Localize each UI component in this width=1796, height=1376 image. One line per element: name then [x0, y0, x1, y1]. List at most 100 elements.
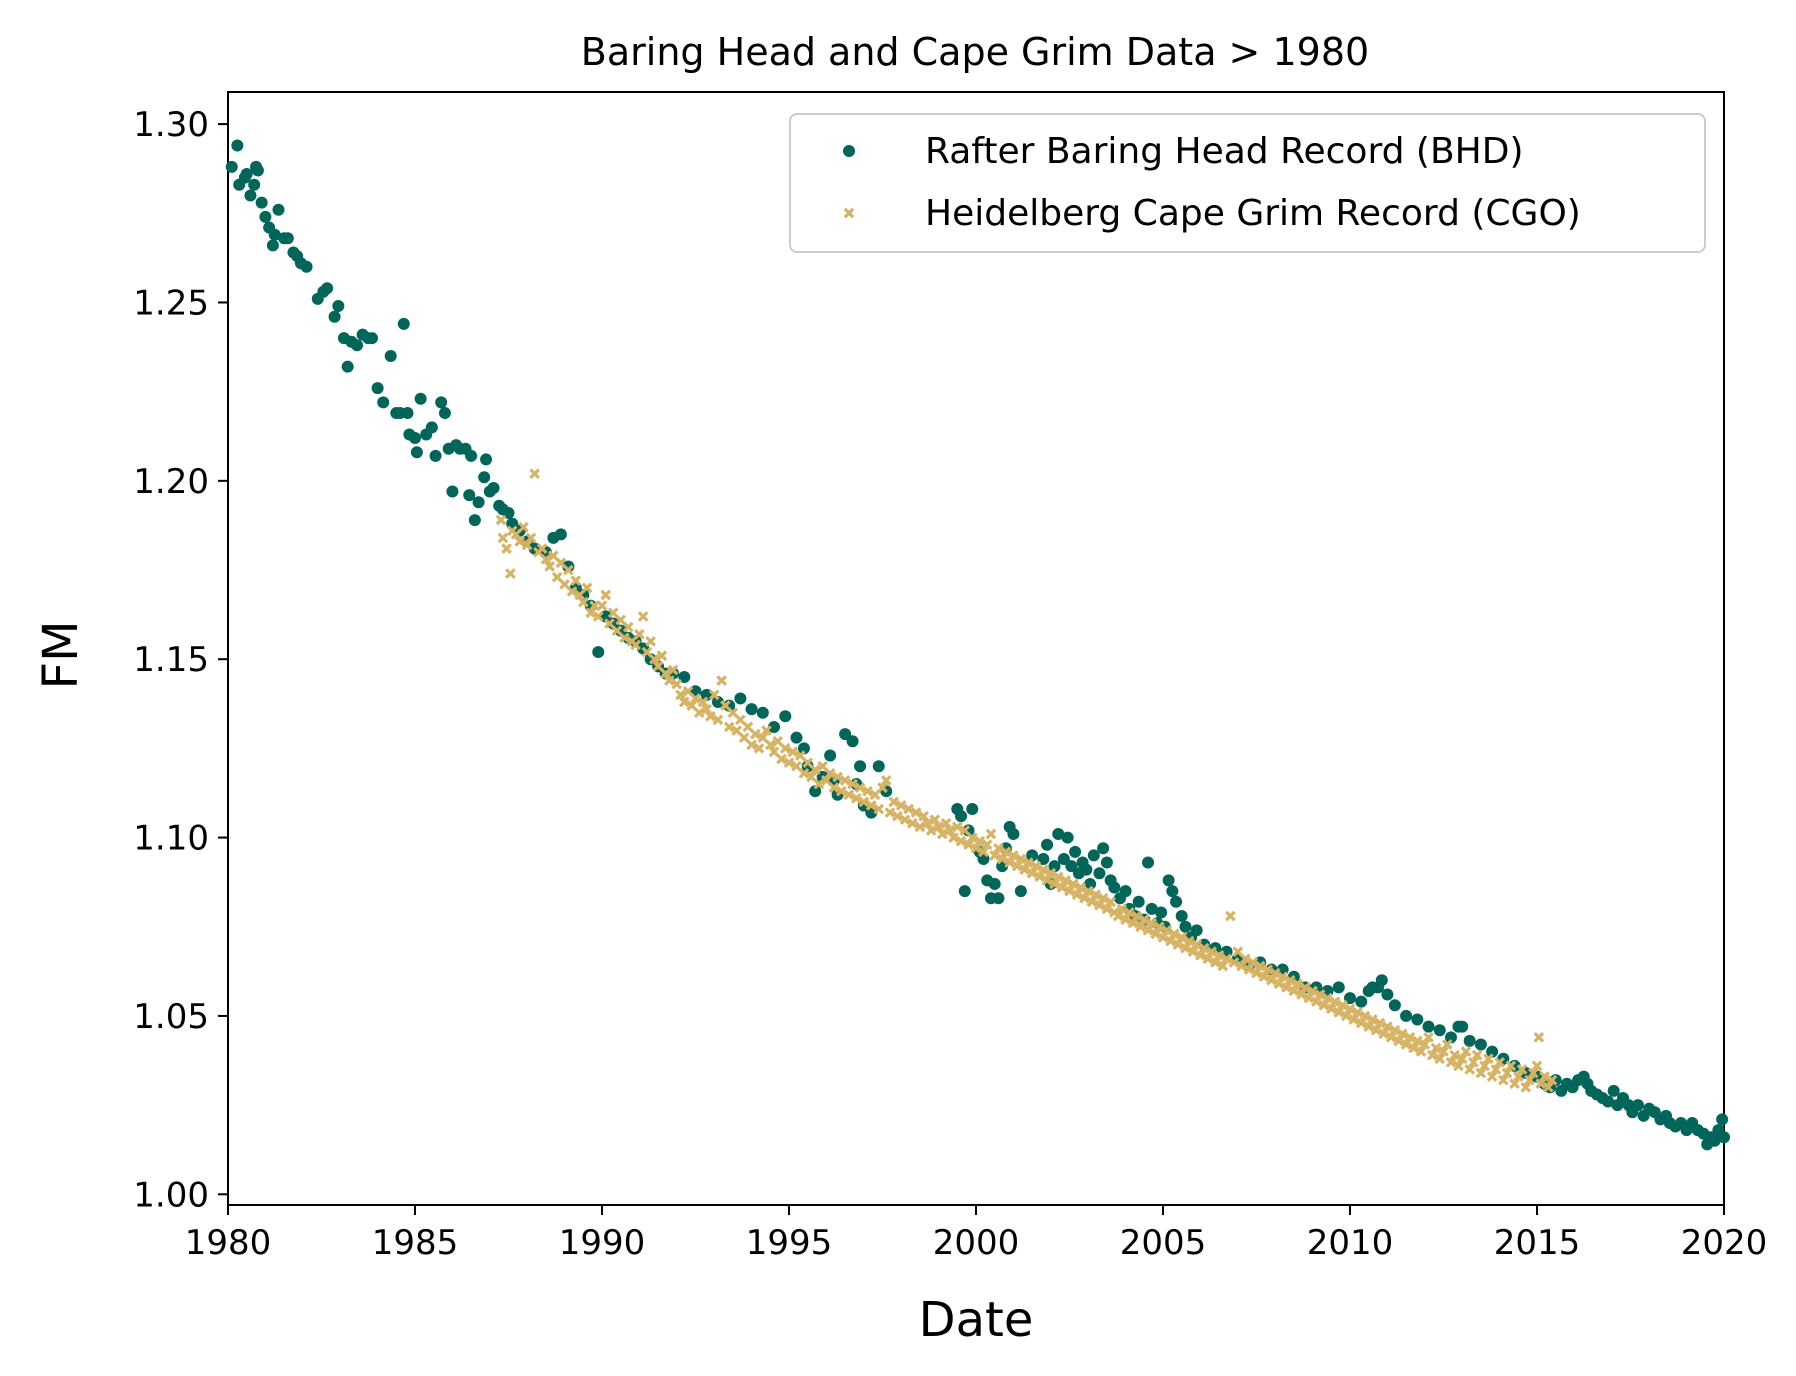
data-point	[738, 732, 750, 744]
data-point	[660, 668, 671, 679]
data-point	[839, 728, 852, 741]
data-point	[607, 607, 619, 619]
data-point	[551, 571, 563, 583]
data-point	[641, 646, 653, 658]
data-point	[723, 721, 735, 733]
data-point	[1195, 949, 1206, 961]
data-point	[1344, 1003, 1356, 1015]
data-point	[1716, 1113, 1729, 1126]
data-point	[1359, 1010, 1371, 1022]
data-point	[1145, 902, 1158, 915]
data-point	[581, 582, 593, 594]
data-point	[988, 877, 1001, 890]
data-point	[963, 839, 974, 851]
data-point	[1607, 1084, 1620, 1097]
data-point	[540, 553, 552, 565]
data-point	[1533, 1032, 1545, 1043]
data-point	[1382, 1021, 1393, 1032]
data-point	[761, 725, 772, 736]
data-point	[846, 735, 859, 748]
data-point	[1388, 999, 1401, 1012]
data-point	[1067, 878, 1079, 890]
data-point	[1065, 860, 1078, 873]
data-point	[711, 696, 724, 709]
data-point	[1363, 1021, 1375, 1032]
data-point	[1281, 982, 1292, 993]
data-point	[843, 789, 855, 801]
data-point	[1048, 860, 1061, 873]
data-point	[1311, 996, 1322, 1007]
data-point	[974, 835, 986, 847]
data-point	[693, 707, 705, 719]
data-point	[1375, 974, 1388, 987]
data-point	[1475, 1067, 1487, 1079]
data-point	[809, 764, 821, 776]
data-point	[996, 853, 1008, 865]
legend-marker-x	[843, 207, 855, 219]
data-point	[1175, 910, 1188, 923]
data-point	[548, 550, 559, 562]
data-point	[1254, 960, 1266, 972]
data-point	[630, 639, 641, 651]
data-point	[697, 696, 709, 708]
data-point	[948, 832, 959, 843]
data-point	[1509, 1078, 1520, 1090]
data-point	[1385, 1032, 1397, 1043]
plot-area	[227, 91, 1725, 1206]
data-point	[1213, 949, 1225, 961]
data-point	[1400, 1009, 1413, 1022]
data-point	[425, 421, 438, 434]
data-point	[1180, 942, 1191, 954]
data-point	[1296, 989, 1307, 1000]
data-point	[809, 785, 822, 798]
legend-marker-circle	[843, 145, 855, 157]
data-point	[1355, 995, 1368, 1008]
data-point	[566, 586, 578, 597]
data-point	[1314, 989, 1326, 1000]
data-point	[958, 885, 971, 898]
data-point	[832, 771, 843, 783]
legend-label-bhd: Rafter Baring Head Record (BHD)	[925, 131, 1523, 172]
data-point	[1411, 1035, 1423, 1047]
data-point	[1415, 1046, 1427, 1057]
data-point	[1157, 932, 1169, 943]
data-point	[1023, 857, 1034, 868]
data-point	[1602, 1095, 1615, 1108]
y-tick-label: 1.10	[133, 819, 209, 859]
data-point	[480, 453, 493, 466]
data-point	[1381, 988, 1394, 1001]
data-point	[1041, 875, 1053, 886]
data-point	[1708, 1134, 1721, 1147]
data-point	[1094, 900, 1105, 911]
data-point	[1441, 1039, 1453, 1050]
data-point	[1423, 1032, 1434, 1043]
data-point	[1131, 910, 1143, 922]
data-point	[813, 778, 825, 790]
data-point	[742, 721, 754, 733]
data-point	[1086, 896, 1098, 908]
data-point	[384, 349, 397, 362]
data-point	[1463, 1034, 1476, 1047]
data-point	[854, 760, 867, 773]
data-point	[884, 807, 896, 818]
y-tick-label: 1.15	[133, 640, 209, 680]
data-point	[1071, 889, 1083, 900]
x-tick-label: 1980	[185, 1223, 272, 1263]
data-point	[1127, 917, 1139, 929]
data-point	[529, 468, 541, 480]
data-point	[914, 821, 926, 833]
data-point	[1014, 885, 1027, 898]
data-point	[1150, 928, 1161, 940]
data-point	[1408, 1042, 1419, 1054]
data-point	[663, 675, 675, 686]
data-point	[1166, 885, 1179, 898]
data-point	[824, 768, 836, 779]
data-point	[716, 675, 728, 686]
data-point	[397, 317, 410, 330]
data-point	[1531, 1060, 1543, 1072]
data-point	[1367, 1014, 1378, 1025]
data-point	[1438, 1046, 1449, 1057]
data-point	[750, 728, 761, 740]
data-point	[1266, 974, 1277, 986]
data-point	[1449, 1049, 1461, 1061]
